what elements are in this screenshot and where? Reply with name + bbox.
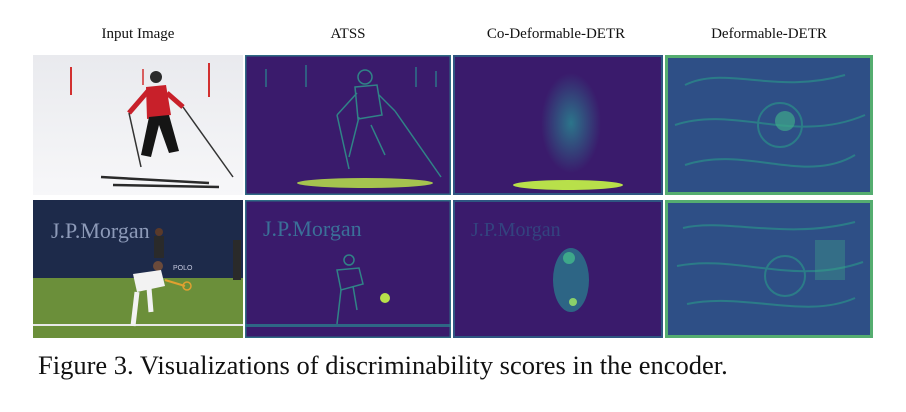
atss-jpmorgan-ghost-text: J.P.Morgan xyxy=(263,216,362,241)
deformable-detr-heatmap-tennis xyxy=(665,200,873,338)
column-header-co-deformable-detr: Co-Deformable-DETR xyxy=(486,26,626,42)
column-header-deformable-detr: Deformable-DETR xyxy=(711,26,827,42)
jpmorgan-banner-text: J.P.Morgan xyxy=(51,218,150,243)
figure-caption: Figure 3. Visualizations of discriminabi… xyxy=(38,350,728,381)
atss-heatmap-tennis: J.P.Morgan xyxy=(245,200,451,338)
column-header-atss: ATSS xyxy=(330,26,366,42)
co-deformable-detr-heatmap-skier xyxy=(453,55,663,195)
input-image-skier xyxy=(33,55,243,195)
input-image-tennis: J.P.Morgan POLO xyxy=(33,200,243,338)
co-deformable-jpmorgan-ghost-text: J.P.Morgan xyxy=(471,219,561,241)
figure-caption-text: Visualizations of discriminability score… xyxy=(139,350,728,380)
column-header-input-image: Input Image xyxy=(101,26,175,42)
co-deformable-detr-heatmap-tennis: J.P.Morgan xyxy=(453,200,663,338)
deformable-detr-heatmap-skier xyxy=(665,55,873,195)
polo-banner-text: POLO xyxy=(173,265,193,272)
figure-label: Figure 3. xyxy=(38,350,134,380)
atss-heatmap-skier xyxy=(245,55,451,195)
